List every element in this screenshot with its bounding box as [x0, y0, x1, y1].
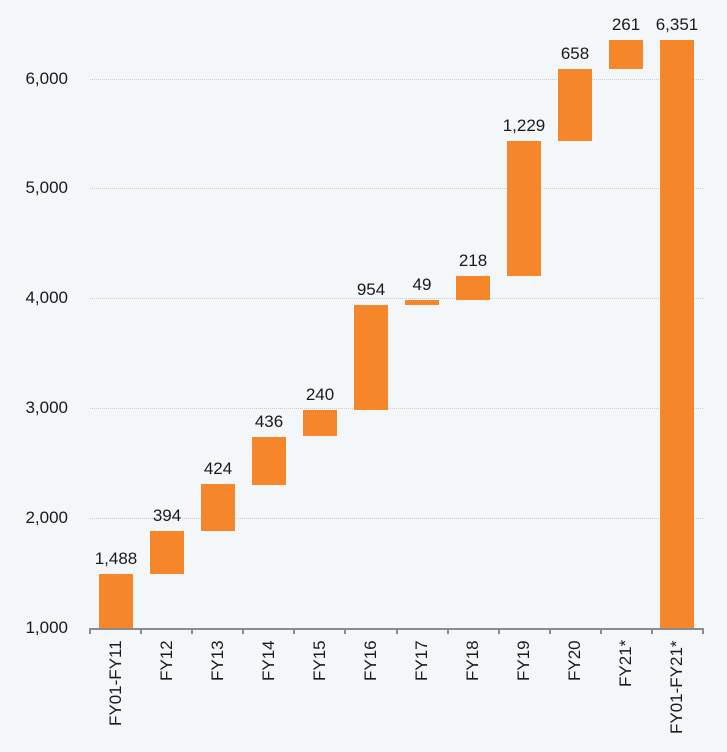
x-tick-label: FY14 [259, 640, 278, 681]
x-tick-label: FY01-FY11 [106, 640, 125, 726]
data-label: 954 [356, 280, 386, 299]
bar-fy18 [456, 276, 490, 300]
x-tick-label: FY18 [463, 640, 482, 681]
gridline [90, 298, 703, 299]
bar-fy19 [507, 141, 541, 276]
x-tick-label: FY12 [157, 640, 176, 681]
x-tick-mark [89, 628, 91, 634]
gridline [90, 79, 703, 80]
data-label: 1,229 [502, 116, 546, 135]
x-tick-mark [702, 628, 704, 634]
bar-fy01-fy21- [660, 40, 694, 628]
data-label: 424 [203, 459, 233, 478]
x-tick-label: FY01-FY21* [667, 640, 686, 734]
x-tick-label: FY19 [514, 640, 533, 681]
x-tick-label: FY16 [361, 640, 380, 681]
x-tick-label: FY15 [310, 640, 329, 681]
y-tick-label: 2,000 [25, 508, 68, 527]
y-tick-label: 4,000 [25, 288, 68, 307]
x-tick-mark [651, 628, 653, 634]
x-tick-mark [549, 628, 551, 634]
bar-fy14 [252, 437, 286, 485]
data-label: 6,351 [655, 15, 699, 34]
gridline [90, 188, 703, 189]
data-label: 394 [152, 506, 182, 525]
x-tick-mark [447, 628, 449, 634]
x-tick-label: FY13 [208, 640, 227, 681]
data-label: 240 [305, 385, 335, 404]
bar-fy21- [609, 40, 643, 69]
x-tick-mark [396, 628, 398, 634]
x-tick-mark [242, 628, 244, 634]
data-label: 261 [611, 15, 641, 34]
y-tick-label: 5,000 [25, 178, 68, 197]
y-tick-label: 3,000 [25, 398, 68, 417]
data-label: 49 [412, 275, 432, 294]
bar-fy13 [201, 484, 235, 531]
x-tick-mark [191, 628, 193, 634]
x-tick-label: FY21* [616, 639, 635, 687]
bar-fy16 [354, 305, 388, 410]
bar-fy17 [405, 300, 439, 305]
y-tick-label: 6,000 [25, 69, 68, 88]
x-tick-mark [293, 628, 295, 634]
bar-fy15 [303, 410, 337, 436]
gridline [90, 518, 703, 519]
x-tick-mark [498, 628, 500, 634]
x-tick-mark [140, 628, 142, 634]
data-label: 1,488 [94, 549, 138, 568]
y-tick-label: 1,000 [25, 618, 68, 637]
x-tick-mark [344, 628, 346, 634]
x-tick-label: FY17 [412, 640, 431, 681]
bar-fy12 [150, 531, 184, 574]
x-tick-mark [600, 628, 602, 634]
data-label: 218 [458, 251, 488, 270]
bar-fy20 [558, 69, 592, 141]
data-label: 436 [254, 412, 284, 431]
data-label: 658 [560, 44, 590, 63]
bar-fy01-fy11 [99, 574, 133, 628]
gridline [90, 408, 703, 409]
x-tick-label: FY20 [565, 640, 584, 681]
